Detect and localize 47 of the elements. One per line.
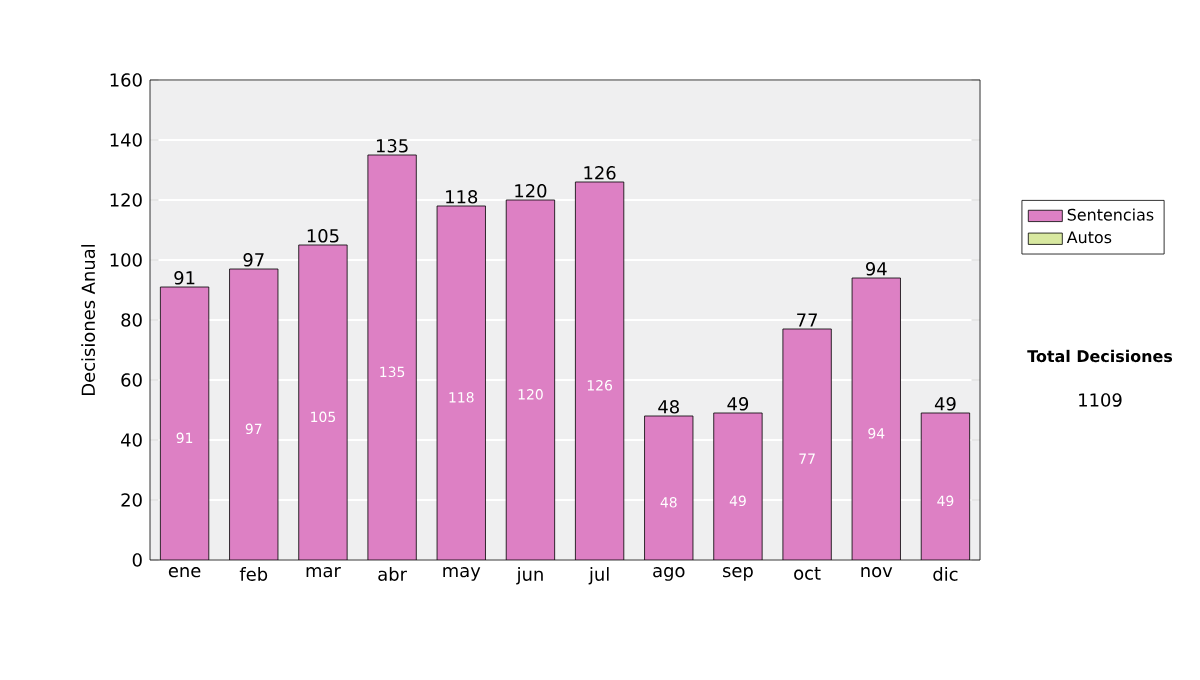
x-tick-label: nov bbox=[861, 567, 893, 578]
x-tick-label: feb bbox=[239, 567, 268, 581]
x-tick-label: may bbox=[443, 567, 481, 581]
bar bbox=[298, 244, 348, 560]
x-tick-label: jun bbox=[516, 567, 543, 585]
x-tick-label: jul bbox=[588, 567, 609, 585]
bar bbox=[160, 287, 209, 560]
total-label: 94 bbox=[865, 262, 887, 276]
bar bbox=[644, 416, 693, 560]
bar bbox=[852, 278, 901, 560]
total-label: 105 bbox=[307, 229, 339, 243]
bar bbox=[713, 413, 763, 560]
total-label: 120 bbox=[515, 184, 547, 198]
bar bbox=[229, 269, 278, 560]
x-tick-label: ene bbox=[168, 567, 201, 578]
total-label: 48 bbox=[658, 400, 679, 414]
bar bbox=[782, 329, 832, 560]
bar bbox=[367, 154, 417, 560]
x-tick-label: dic bbox=[933, 567, 958, 581]
text: 1109 bbox=[1079, 393, 1122, 407]
y-tick-label: 100 bbox=[110, 253, 142, 267]
x-tick-label: ago bbox=[653, 567, 685, 581]
y-tick-label: 0 bbox=[132, 553, 142, 567]
x-tick-label: oct bbox=[794, 567, 821, 580]
y-tick-label: 40 bbox=[121, 433, 142, 447]
total-label: 49 bbox=[727, 397, 749, 411]
bar bbox=[575, 181, 624, 560]
total-label: 49 bbox=[934, 397, 956, 411]
y-axis-title: Decisiones Anual bbox=[81, 244, 96, 395]
total-label: 126 bbox=[584, 166, 616, 180]
x-tick-label: abr bbox=[378, 567, 407, 581]
total-label: 135 bbox=[376, 139, 408, 153]
y-tick-label: 160 bbox=[110, 73, 142, 87]
y-tick-label: 60 bbox=[121, 373, 142, 387]
total-label: 118 bbox=[446, 190, 478, 204]
x-tick-label: sep bbox=[723, 567, 753, 581]
bar bbox=[506, 199, 555, 560]
total-label: 97 bbox=[243, 253, 264, 267]
y-tick-label: 80 bbox=[121, 313, 142, 327]
total-label: 77 bbox=[797, 313, 817, 327]
bar bbox=[437, 205, 486, 560]
y-tick-label: 20 bbox=[121, 493, 142, 507]
x-tick-label: mar bbox=[306, 567, 341, 578]
total-label: 91 bbox=[174, 271, 195, 285]
y-tick-label: 120 bbox=[110, 193, 142, 207]
y-tick-label: 140 bbox=[110, 133, 142, 147]
bar bbox=[920, 412, 971, 560]
